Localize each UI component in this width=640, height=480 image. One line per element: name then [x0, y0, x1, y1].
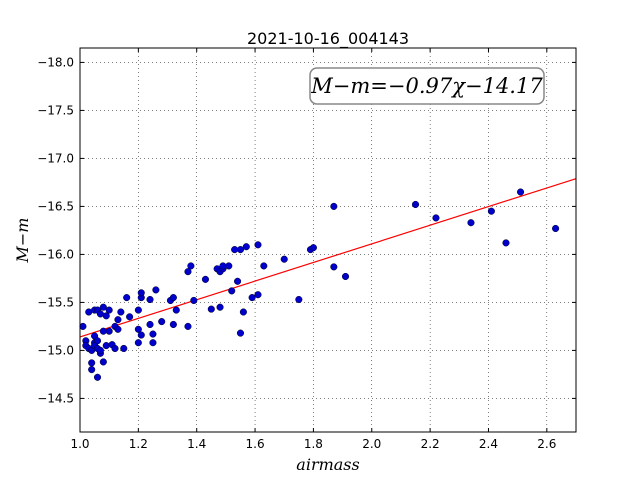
y-tick-label: −17.5 — [37, 103, 74, 117]
data-point — [236, 246, 245, 254]
data-point — [207, 305, 215, 313]
data-point — [225, 262, 233, 270]
equation-annotation: M−m=−0.97χ−14.17 — [310, 74, 543, 98]
x-tick-label: 2.0 — [362, 437, 381, 451]
data-point — [254, 291, 262, 299]
data-point — [158, 318, 166, 326]
data-point — [234, 277, 242, 285]
data-point — [309, 244, 317, 252]
data-point — [134, 325, 142, 333]
data-point — [105, 306, 113, 314]
data-point — [242, 243, 250, 251]
y-tick-label: −15.5 — [37, 295, 74, 309]
data-point — [236, 329, 245, 337]
y-tick-label: −16.0 — [37, 247, 74, 261]
data-point — [169, 294, 177, 302]
data-point — [254, 241, 262, 249]
data-point — [114, 325, 122, 333]
data-point — [411, 200, 420, 209]
plot-frame — [79, 47, 577, 433]
fit-line-group — [79, 178, 577, 338]
data-point — [172, 306, 180, 314]
data-point — [137, 331, 145, 339]
x-tick-label: 1.6 — [246, 437, 265, 451]
data-point — [432, 214, 440, 222]
x-tick-label: 1.8 — [304, 437, 323, 451]
data-point — [111, 344, 119, 353]
data-point — [126, 313, 134, 321]
data-point — [552, 224, 560, 233]
x-tick-label: 2.6 — [537, 437, 556, 451]
y-tick-label: −18.0 — [37, 55, 74, 69]
data-point — [146, 320, 154, 329]
data-point — [146, 295, 154, 304]
data-point — [96, 346, 104, 354]
data-points — [79, 188, 560, 381]
data-point — [187, 262, 195, 270]
data-point — [152, 286, 160, 294]
data-point — [239, 308, 247, 316]
data-point — [260, 262, 268, 270]
x-tick-label: 1.2 — [129, 437, 148, 451]
data-point — [190, 296, 198, 305]
data-point — [93, 337, 102, 345]
data-point — [184, 268, 192, 276]
data-point — [120, 344, 128, 353]
data-point — [149, 330, 157, 338]
fit-line — [79, 178, 577, 338]
data-point — [105, 327, 113, 335]
data-point — [517, 188, 525, 196]
x-tick-label: 2.2 — [421, 437, 440, 451]
grid-lines — [79, 48, 576, 432]
data-point — [134, 339, 142, 347]
data-point — [102, 312, 110, 320]
y-axis-label: M−m — [13, 218, 32, 264]
data-point — [79, 322, 87, 330]
data-point — [184, 322, 192, 330]
data-point — [149, 339, 157, 347]
data-point — [102, 342, 110, 350]
equation-box-frame — [309, 67, 545, 105]
y-tick-label: −16.5 — [37, 199, 74, 213]
x-axis-label: airmass — [296, 455, 359, 474]
x-tick-label: 1.0 — [70, 437, 89, 451]
data-point — [114, 316, 122, 324]
data-point — [228, 287, 236, 295]
y-tick-label: −17.0 — [37, 151, 74, 165]
data-point — [330, 202, 338, 210]
data-point — [99, 303, 107, 311]
data-point — [280, 255, 288, 263]
plot-area — [80, 48, 576, 432]
data-point — [93, 373, 102, 381]
data-point — [502, 239, 510, 247]
data-point — [248, 294, 256, 302]
data-point — [99, 358, 107, 366]
data-point — [295, 295, 303, 304]
data-point — [330, 263, 338, 271]
equation-box: M−m=−0.97χ−14.17 — [309, 67, 545, 105]
data-point — [88, 366, 96, 374]
data-point — [88, 359, 96, 367]
y-tick-label: −15.0 — [37, 343, 74, 357]
data-point — [169, 320, 177, 329]
chart-title: 2021-10-16_004143 — [247, 29, 409, 49]
x-tick-label: 2.4 — [479, 437, 498, 451]
data-point — [201, 275, 210, 283]
data-point — [123, 294, 131, 302]
data-point — [487, 207, 495, 215]
data-point — [134, 306, 142, 314]
data-point — [137, 289, 145, 297]
data-point — [117, 308, 125, 316]
data-point — [216, 303, 224, 311]
x-tick-label: 1.4 — [187, 437, 206, 451]
data-point — [467, 219, 475, 227]
y-tick-label: −14.5 — [37, 391, 74, 405]
data-point — [341, 272, 350, 281]
